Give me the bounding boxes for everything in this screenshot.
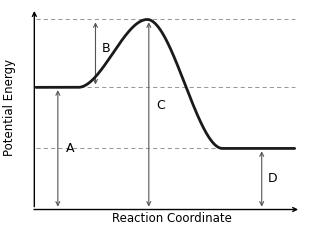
Text: D: D	[267, 172, 277, 185]
Text: C: C	[157, 99, 165, 112]
Text: A: A	[66, 142, 74, 155]
Text: Reaction Coordinate: Reaction Coordinate	[112, 212, 232, 225]
Text: Potential Energy: Potential Energy	[3, 59, 16, 156]
Text: B: B	[102, 42, 110, 55]
